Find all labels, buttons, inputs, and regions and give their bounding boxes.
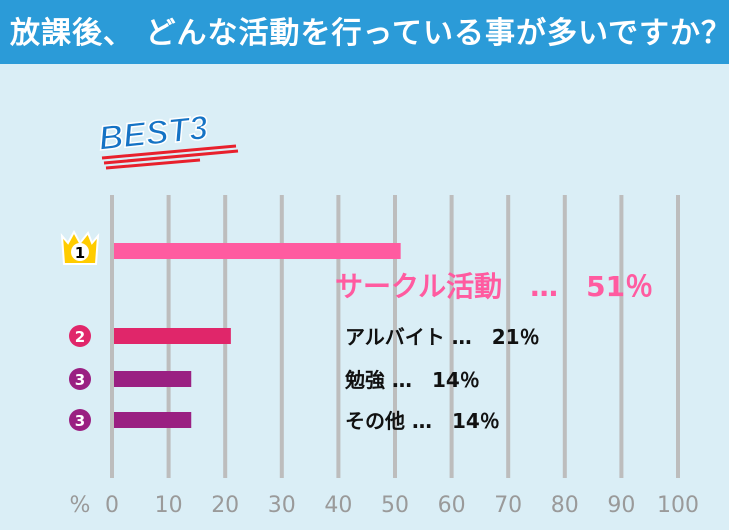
bar-label-2: アルバイト … 21％	[345, 325, 540, 349]
bar-label-3: 勉強 … 14％	[344, 368, 480, 392]
bar-3	[114, 371, 192, 387]
x-tick-label: 0	[105, 493, 119, 518]
x-tick-label: 90	[607, 493, 635, 518]
rank-number: 3	[75, 412, 85, 430]
rank-badge-icon: 3	[69, 368, 91, 390]
header-bar: 放課後、 どんな活動を行っている事が多いですか？	[0, 0, 729, 64]
crown-icon: 1	[60, 229, 100, 265]
best3-badge-underline	[101, 144, 239, 170]
x-tick-label: 80	[551, 493, 579, 518]
rank-number: 1	[75, 244, 85, 262]
bar-4	[114, 412, 192, 428]
x-tick-label: 20	[211, 493, 239, 518]
bar-2	[114, 328, 231, 344]
bar-label-4: その他 … 14％	[345, 409, 500, 433]
rank-number: 2	[75, 328, 85, 346]
x-tick-label: 60	[438, 493, 466, 518]
x-tick-label: 10	[155, 493, 183, 518]
x-tick-label: 100	[657, 493, 699, 518]
best3-badge: BEST3	[96, 108, 239, 170]
rank-badge-icon: 2	[69, 325, 91, 347]
x-tick-label: 30	[268, 493, 296, 518]
x-tick-label: 50	[381, 493, 409, 518]
x-tick-label: 40	[324, 493, 352, 518]
x-tick-label: 70	[494, 493, 522, 518]
bar-1	[114, 243, 401, 259]
page-title: 放課後、 どんな活動を行っている事が多いですか？	[10, 16, 729, 51]
rank-badge-icon: 3	[69, 409, 91, 431]
bar-label-1: サークル活動 … 51％	[335, 270, 653, 303]
axis-unit-label: %	[70, 493, 91, 518]
rank-number: 3	[75, 371, 85, 389]
